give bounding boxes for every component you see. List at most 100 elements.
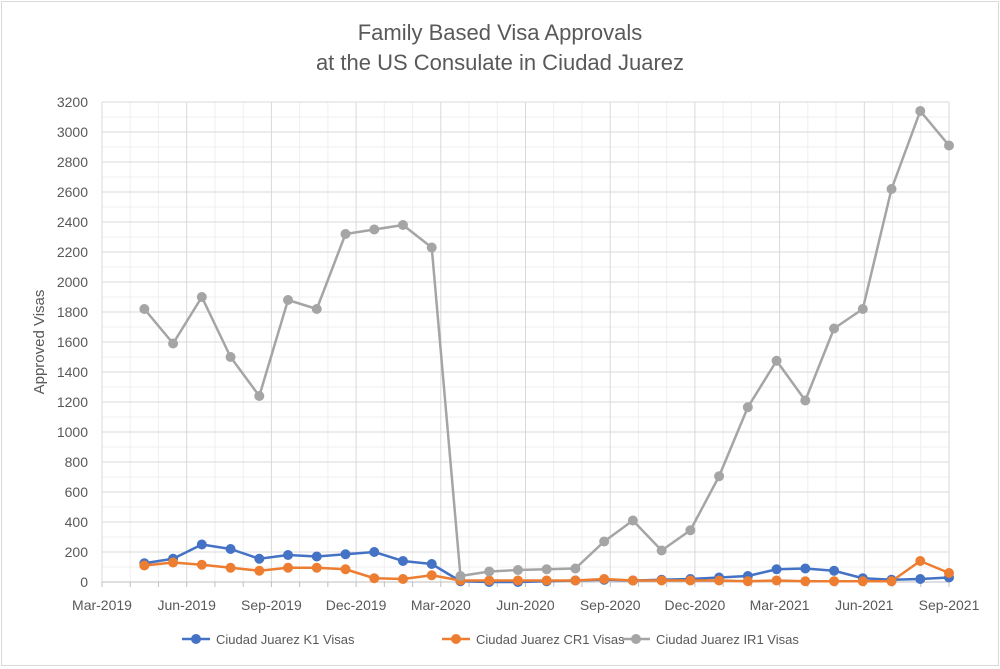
data-point: [570, 575, 581, 586]
chart-title-line-1: Family Based Visa Approvals: [358, 20, 643, 45]
data-point: [599, 574, 610, 584]
x-tick-label: Sep-2021: [919, 597, 980, 613]
x-tick-label: Dec-2019: [326, 597, 387, 613]
data-point: [283, 295, 294, 305]
legend-label: Ciudad Juarez IR1 Visas: [656, 632, 799, 647]
data-point: [857, 304, 868, 314]
legend-marker: [191, 634, 201, 644]
y-tick-label: 2800: [57, 154, 88, 170]
data-point: [254, 565, 265, 576]
x-tick-label: Jun-2020: [496, 597, 555, 613]
data-point: [340, 564, 351, 575]
data-point: [771, 575, 782, 586]
data-point: [484, 575, 495, 586]
x-tick-label: Dec-2020: [665, 597, 726, 613]
data-point: [944, 568, 954, 578]
data-point: [599, 536, 610, 547]
data-point: [397, 220, 408, 230]
data-point: [915, 574, 926, 584]
data-point: [139, 560, 150, 571]
data-point: [829, 565, 840, 576]
y-tick-label: 3200: [57, 94, 88, 110]
y-tick-label: 2200: [57, 244, 88, 260]
data-point: [771, 355, 782, 366]
data-point: [627, 515, 638, 526]
y-tick-label: 400: [65, 514, 89, 530]
data-point: [742, 402, 753, 413]
data-point: [311, 304, 322, 314]
legend-marker: [631, 634, 641, 644]
data-point: [829, 323, 840, 334]
series-cr1: [139, 556, 954, 587]
data-point: [340, 229, 351, 239]
data-point: [369, 224, 380, 235]
data-point: [512, 565, 523, 575]
data-point: [570, 563, 581, 574]
data-point: [139, 304, 150, 314]
data-point: [311, 562, 322, 573]
data-point: [397, 574, 408, 584]
data-point: [627, 575, 638, 586]
legend-label: Ciudad Juarez K1 Visas: [216, 632, 355, 647]
data-point: [225, 352, 236, 362]
data-point: [685, 525, 696, 536]
y-tick-label: 3000: [57, 124, 88, 140]
data-point: [800, 563, 811, 574]
data-point: [656, 545, 667, 556]
data-point: [857, 576, 868, 587]
data-point: [225, 562, 236, 573]
data-point: [915, 556, 926, 566]
x-tick-label: Jun-2019: [158, 597, 217, 613]
data-point: [886, 184, 897, 194]
data-point: [254, 553, 265, 564]
data-point: [168, 338, 179, 349]
y-tick-label: 0: [80, 574, 88, 590]
y-tick-label: 200: [65, 544, 89, 560]
data-point: [685, 575, 696, 586]
legend-label: Ciudad Juarez CR1 Visas: [476, 632, 625, 647]
y-tick-label: 1200: [57, 394, 88, 410]
data-point: [426, 559, 437, 569]
data-point: [340, 549, 351, 560]
y-tick-label: 1000: [57, 424, 88, 440]
data-point: [196, 292, 207, 302]
data-point: [225, 544, 236, 554]
data-point: [168, 557, 179, 568]
data-point: [484, 566, 495, 577]
x-tick-label: Sep-2019: [241, 597, 302, 613]
data-point: [800, 576, 811, 587]
data-point: [714, 471, 725, 482]
data-point: [283, 562, 294, 573]
y-tick-label: 2400: [57, 214, 88, 230]
data-point: [800, 395, 811, 406]
series-line: [143, 109, 950, 578]
data-point: [829, 576, 840, 587]
data-point: [512, 575, 523, 586]
y-tick-label: 1600: [57, 334, 88, 350]
x-tick-label: Jun-2021: [835, 597, 894, 613]
data-point: [369, 547, 380, 557]
data-point: [742, 576, 753, 587]
x-tick-label: Mar-2019: [72, 597, 132, 613]
y-tick-label: 2600: [57, 184, 88, 200]
data-point: [254, 391, 265, 401]
data-point: [886, 576, 897, 587]
data-point: [714, 575, 725, 586]
data-point: [455, 571, 466, 581]
y-tick-label: 1400: [57, 364, 88, 380]
data-point: [426, 242, 437, 253]
data-point: [369, 573, 380, 584]
x-tick-label: Sep-2020: [580, 597, 641, 613]
data-point: [397, 556, 408, 566]
data-point: [196, 559, 207, 570]
data-point: [426, 570, 437, 581]
series-ir1: [139, 106, 954, 581]
data-point: [915, 106, 926, 116]
x-tick-label: Mar-2021: [750, 597, 810, 613]
data-point: [771, 564, 782, 575]
data-point: [196, 539, 207, 550]
y-axis-label: Approved Visas: [31, 290, 48, 395]
legend: Ciudad Juarez K1 Visas Ciudad Juarez CR1 …: [182, 632, 799, 647]
legend-marker: [451, 634, 461, 644]
data-point: [541, 575, 552, 586]
